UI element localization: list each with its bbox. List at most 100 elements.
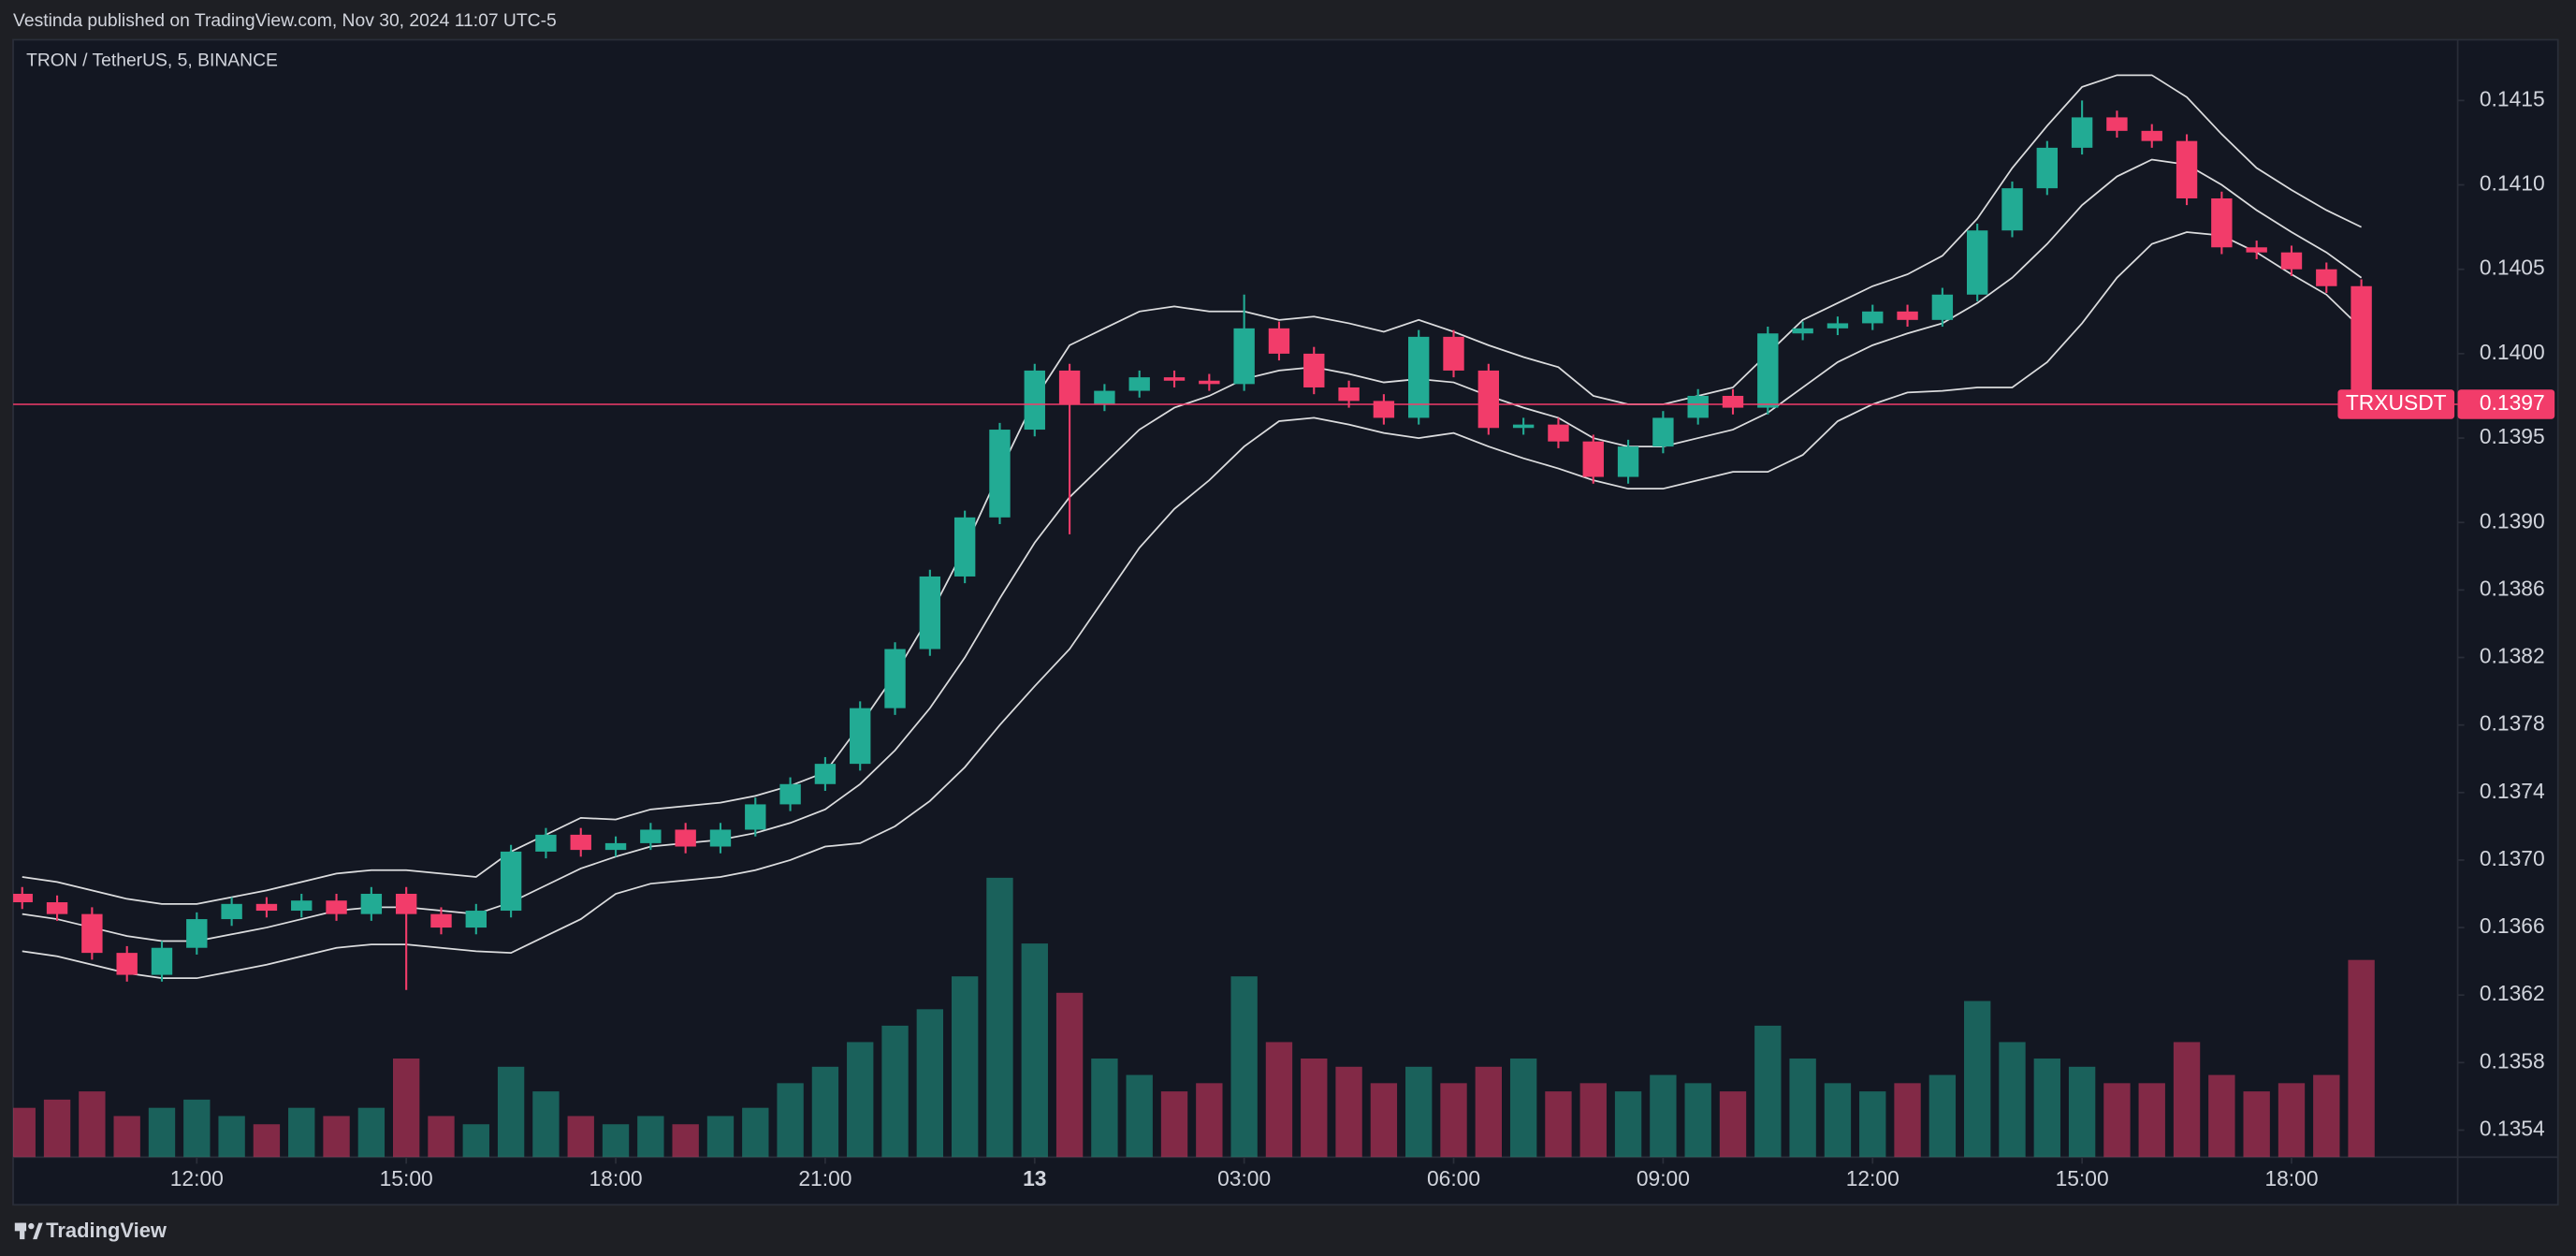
volume-bar — [1509, 1059, 1537, 1158]
y-tick-label: 0.1390 — [2480, 508, 2545, 533]
y-tick-label: 0.1400 — [2480, 340, 2545, 364]
y-tick-label: 0.1374 — [2480, 779, 2545, 803]
volume-bar — [1999, 1042, 2026, 1158]
volume-bar — [1650, 1074, 1677, 1158]
candle-body — [2071, 117, 2093, 148]
y-tick-label: 0.1370 — [2480, 846, 2545, 870]
candle-body — [2350, 285, 2372, 404]
candle-body — [1408, 336, 1430, 418]
symbol-tag — [2337, 389, 2455, 419]
x-tick-label: 12:00 — [170, 1166, 224, 1190]
volume-bar — [357, 1107, 386, 1158]
candle-body — [745, 804, 766, 830]
candle-body — [1303, 353, 1325, 387]
volume-bar — [1475, 1066, 1503, 1158]
x-tick-label: 13 — [1023, 1166, 1046, 1190]
candle-body — [1443, 336, 1464, 371]
volume-bar — [637, 1116, 664, 1158]
publish-header: Vestinda published on TradingView.com, N… — [13, 11, 557, 31]
candle-body — [1862, 311, 1884, 324]
volume-bar — [1265, 1042, 1293, 1158]
x-tick-label: 15:00 — [2056, 1166, 2109, 1190]
candle-body — [1897, 311, 1918, 320]
y-tick-label: 0.1354 — [2480, 1117, 2545, 1141]
volume-bar — [2278, 1083, 2306, 1158]
volume-bar — [148, 1107, 176, 1158]
candle-body — [1512, 424, 1535, 429]
x-tick-label: 18:00 — [589, 1166, 642, 1190]
y-tick-label: 0.1386 — [2480, 576, 2545, 600]
candle-body — [1966, 230, 1988, 295]
y-tick-label: 0.1395 — [2480, 424, 2545, 448]
candle-body — [360, 894, 383, 914]
volume-bar — [1579, 1083, 1607, 1158]
volume-bar — [1230, 976, 1258, 1158]
candle-body — [1477, 370, 1500, 429]
candle-body — [395, 894, 417, 914]
candle-body — [1373, 401, 1395, 418]
candle-body — [884, 649, 906, 708]
volume-bar — [13, 1107, 36, 1158]
candle-body — [1268, 328, 1290, 354]
plot — [13, 74, 2375, 1158]
volume-bar — [462, 1124, 489, 1158]
x-tick-label: 12:00 — [1846, 1166, 1899, 1190]
volume-bar — [567, 1116, 594, 1158]
volume-bar — [2208, 1074, 2235, 1158]
volume-bar — [2103, 1083, 2131, 1158]
y-tick-label: 0.1366 — [2480, 913, 2545, 938]
y-tick-label: 0.1410 — [2480, 171, 2545, 196]
volume-bar — [881, 1025, 909, 1158]
volume-bar — [811, 1066, 839, 1158]
candle-body — [1338, 387, 1360, 402]
candle-body — [2246, 247, 2267, 253]
volume-bar — [1684, 1083, 1711, 1158]
candle-body — [2211, 197, 2233, 248]
volume-bar — [742, 1107, 769, 1158]
volume-bar — [2173, 1042, 2201, 1158]
x-tick-label: 15:00 — [380, 1166, 433, 1190]
volume-bar — [777, 1083, 804, 1158]
candle-body — [850, 708, 871, 765]
candle-body — [709, 829, 732, 847]
volume-bar — [2313, 1074, 2340, 1158]
volume-bar — [1824, 1083, 1852, 1158]
y-tick-label: 0.1358 — [2480, 1048, 2545, 1073]
candle-body — [2106, 117, 2128, 131]
price-tag — [2457, 389, 2555, 419]
volume-bar — [43, 1099, 71, 1158]
x-tick-label: 21:00 — [798, 1166, 851, 1190]
candle-body — [13, 894, 33, 903]
candle-body — [1931, 294, 1954, 320]
candle-body — [1233, 328, 1255, 385]
y-tick-label: 0.1378 — [2480, 711, 2545, 736]
candle-body — [604, 842, 627, 851]
volume-bar — [847, 1042, 874, 1158]
volume-bar — [2243, 1091, 2270, 1158]
volume-bar — [1789, 1059, 1816, 1158]
volume-bar — [1335, 1066, 1362, 1158]
candle-body — [779, 783, 801, 805]
candle-body — [81, 913, 103, 954]
volume-bar — [1545, 1091, 1572, 1158]
volume-bar — [2138, 1083, 2165, 1158]
candle-body — [953, 517, 976, 577]
candle-body — [640, 829, 662, 843]
volume-bar — [916, 1009, 944, 1158]
volume-bar — [672, 1124, 699, 1158]
candle-body — [1128, 377, 1150, 391]
candle-body — [2280, 252, 2303, 270]
candle-body — [1582, 441, 1604, 477]
x-tick-label: 18:00 — [2264, 1166, 2318, 1190]
candle-body — [675, 829, 696, 847]
y-tick-label: 0.1382 — [2480, 644, 2545, 668]
candle-body — [2176, 140, 2198, 198]
tradingview-logo — [14, 1222, 43, 1240]
x-tick-label: 03:00 — [1217, 1166, 1271, 1190]
volume-bar — [1021, 943, 1048, 1158]
volume-bar — [1440, 1083, 1467, 1158]
candle-body — [291, 900, 313, 912]
chart-panel — [12, 38, 2559, 1206]
candle-body — [1058, 370, 1081, 404]
